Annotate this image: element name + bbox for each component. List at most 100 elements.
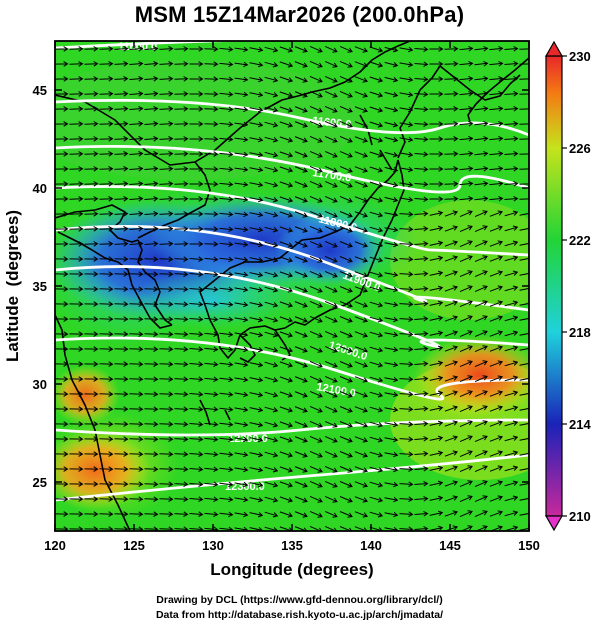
wind-arrow <box>339 286 353 293</box>
wind-arrow <box>399 61 414 68</box>
wind-arrow <box>264 481 279 488</box>
wind-arrow <box>294 76 308 83</box>
wind-arrow <box>264 196 279 203</box>
wind-arrow <box>279 316 293 323</box>
wind-arrow <box>369 466 384 473</box>
wind-arrow <box>414 46 429 53</box>
wind-arrow <box>279 451 293 458</box>
wind-arrow <box>69 151 84 157</box>
wind-arrow <box>114 271 129 277</box>
wind-arrow <box>159 256 174 262</box>
wind-arrow <box>489 210 504 217</box>
wind-arrow <box>504 255 519 262</box>
wind-arrow <box>339 211 353 218</box>
wind-arrow <box>219 106 234 113</box>
wind-arrow <box>174 166 189 172</box>
wind-arrow <box>204 316 219 323</box>
wind-arrow <box>84 391 99 397</box>
wind-arrow <box>69 106 84 112</box>
wind-arrow <box>369 121 384 128</box>
wind-arrow <box>399 346 414 352</box>
wind-arrow <box>444 300 459 307</box>
wind-arrow <box>429 270 444 277</box>
wind-arrow <box>99 406 114 412</box>
wind-arrow <box>55 346 69 352</box>
wind-arrow <box>69 361 84 367</box>
wind-arrow <box>444 151 459 157</box>
wind-arrow <box>369 211 384 218</box>
wind-arrow <box>279 151 294 158</box>
wind-arrow <box>384 256 399 263</box>
wind-arrow <box>264 286 279 293</box>
wind-arrow <box>384 271 399 278</box>
wind-arrow <box>264 436 279 443</box>
wind-arrow <box>99 196 114 202</box>
wind-arrow <box>99 256 114 262</box>
wind-arrow <box>309 105 323 113</box>
x-tick-label: 135 <box>281 538 303 553</box>
wind-arrow <box>159 196 174 202</box>
wind-arrow <box>279 211 294 218</box>
wind-arrow <box>354 106 369 113</box>
wind-arrow <box>174 46 189 52</box>
wind-arrow <box>174 466 189 472</box>
wind-arrow <box>114 361 129 367</box>
wind-arrow <box>324 270 338 278</box>
wind-arrow <box>55 196 69 202</box>
wind-arrow <box>429 136 444 142</box>
wind-arrow <box>324 210 338 218</box>
wind-arrow <box>429 360 444 367</box>
wind-arrow <box>55 376 69 382</box>
wind-arrow <box>55 301 69 307</box>
wind-arrow <box>384 151 399 158</box>
wind-arrow <box>399 121 414 128</box>
y-tick-label: 30 <box>33 377 47 392</box>
wind-arrow <box>294 451 308 458</box>
wind-arrow <box>384 346 399 353</box>
wind-arrow <box>399 226 414 232</box>
wind-arrow <box>324 165 338 173</box>
wind-arrow <box>114 391 129 397</box>
wind-arrow <box>444 495 459 502</box>
wind-arrow <box>55 106 69 112</box>
wind-arrow <box>99 451 114 457</box>
wind-arrow <box>459 135 474 142</box>
wind-arrow <box>69 466 84 472</box>
colorbar: 230 226 222 218 214 210 <box>544 40 591 532</box>
wind-arrow <box>69 181 84 187</box>
wind-arrow <box>489 315 504 322</box>
wind-arrow <box>189 151 204 157</box>
wind-arrow <box>279 496 293 503</box>
wind-arrow <box>384 196 399 203</box>
wind-arrow <box>474 135 489 142</box>
wind-arrow <box>519 240 529 246</box>
wind-arrow <box>354 436 369 443</box>
wind-arrow <box>399 271 414 277</box>
wind-arrow <box>399 406 414 412</box>
wind-arrow <box>429 510 444 517</box>
wind-arrow <box>429 390 444 397</box>
wind-arrow <box>219 451 234 458</box>
wind-arrow <box>204 496 219 503</box>
wind-arrow <box>489 405 504 412</box>
wind-arrow <box>324 60 338 68</box>
wind-arrow <box>324 120 338 128</box>
wind-arrow <box>249 121 264 128</box>
wind-arrow <box>384 61 399 68</box>
wind-arrow <box>474 315 488 323</box>
wind-arrow <box>399 211 414 217</box>
wind-arrow <box>99 391 114 397</box>
wind-arrow <box>234 436 249 443</box>
wind-arrow <box>429 151 444 157</box>
wind-arrow <box>444 375 459 382</box>
wind-arrow <box>129 61 144 67</box>
x-tick-label: 125 <box>123 538 145 553</box>
wind-arrow <box>99 76 114 82</box>
wind-arrow <box>384 226 399 233</box>
wind-arrow <box>174 406 189 412</box>
wind-arrow <box>159 121 174 127</box>
wind-arrow <box>339 120 353 128</box>
wind-arrow <box>279 61 294 68</box>
wind-arrow <box>55 166 69 172</box>
wind-arrow <box>279 436 293 443</box>
